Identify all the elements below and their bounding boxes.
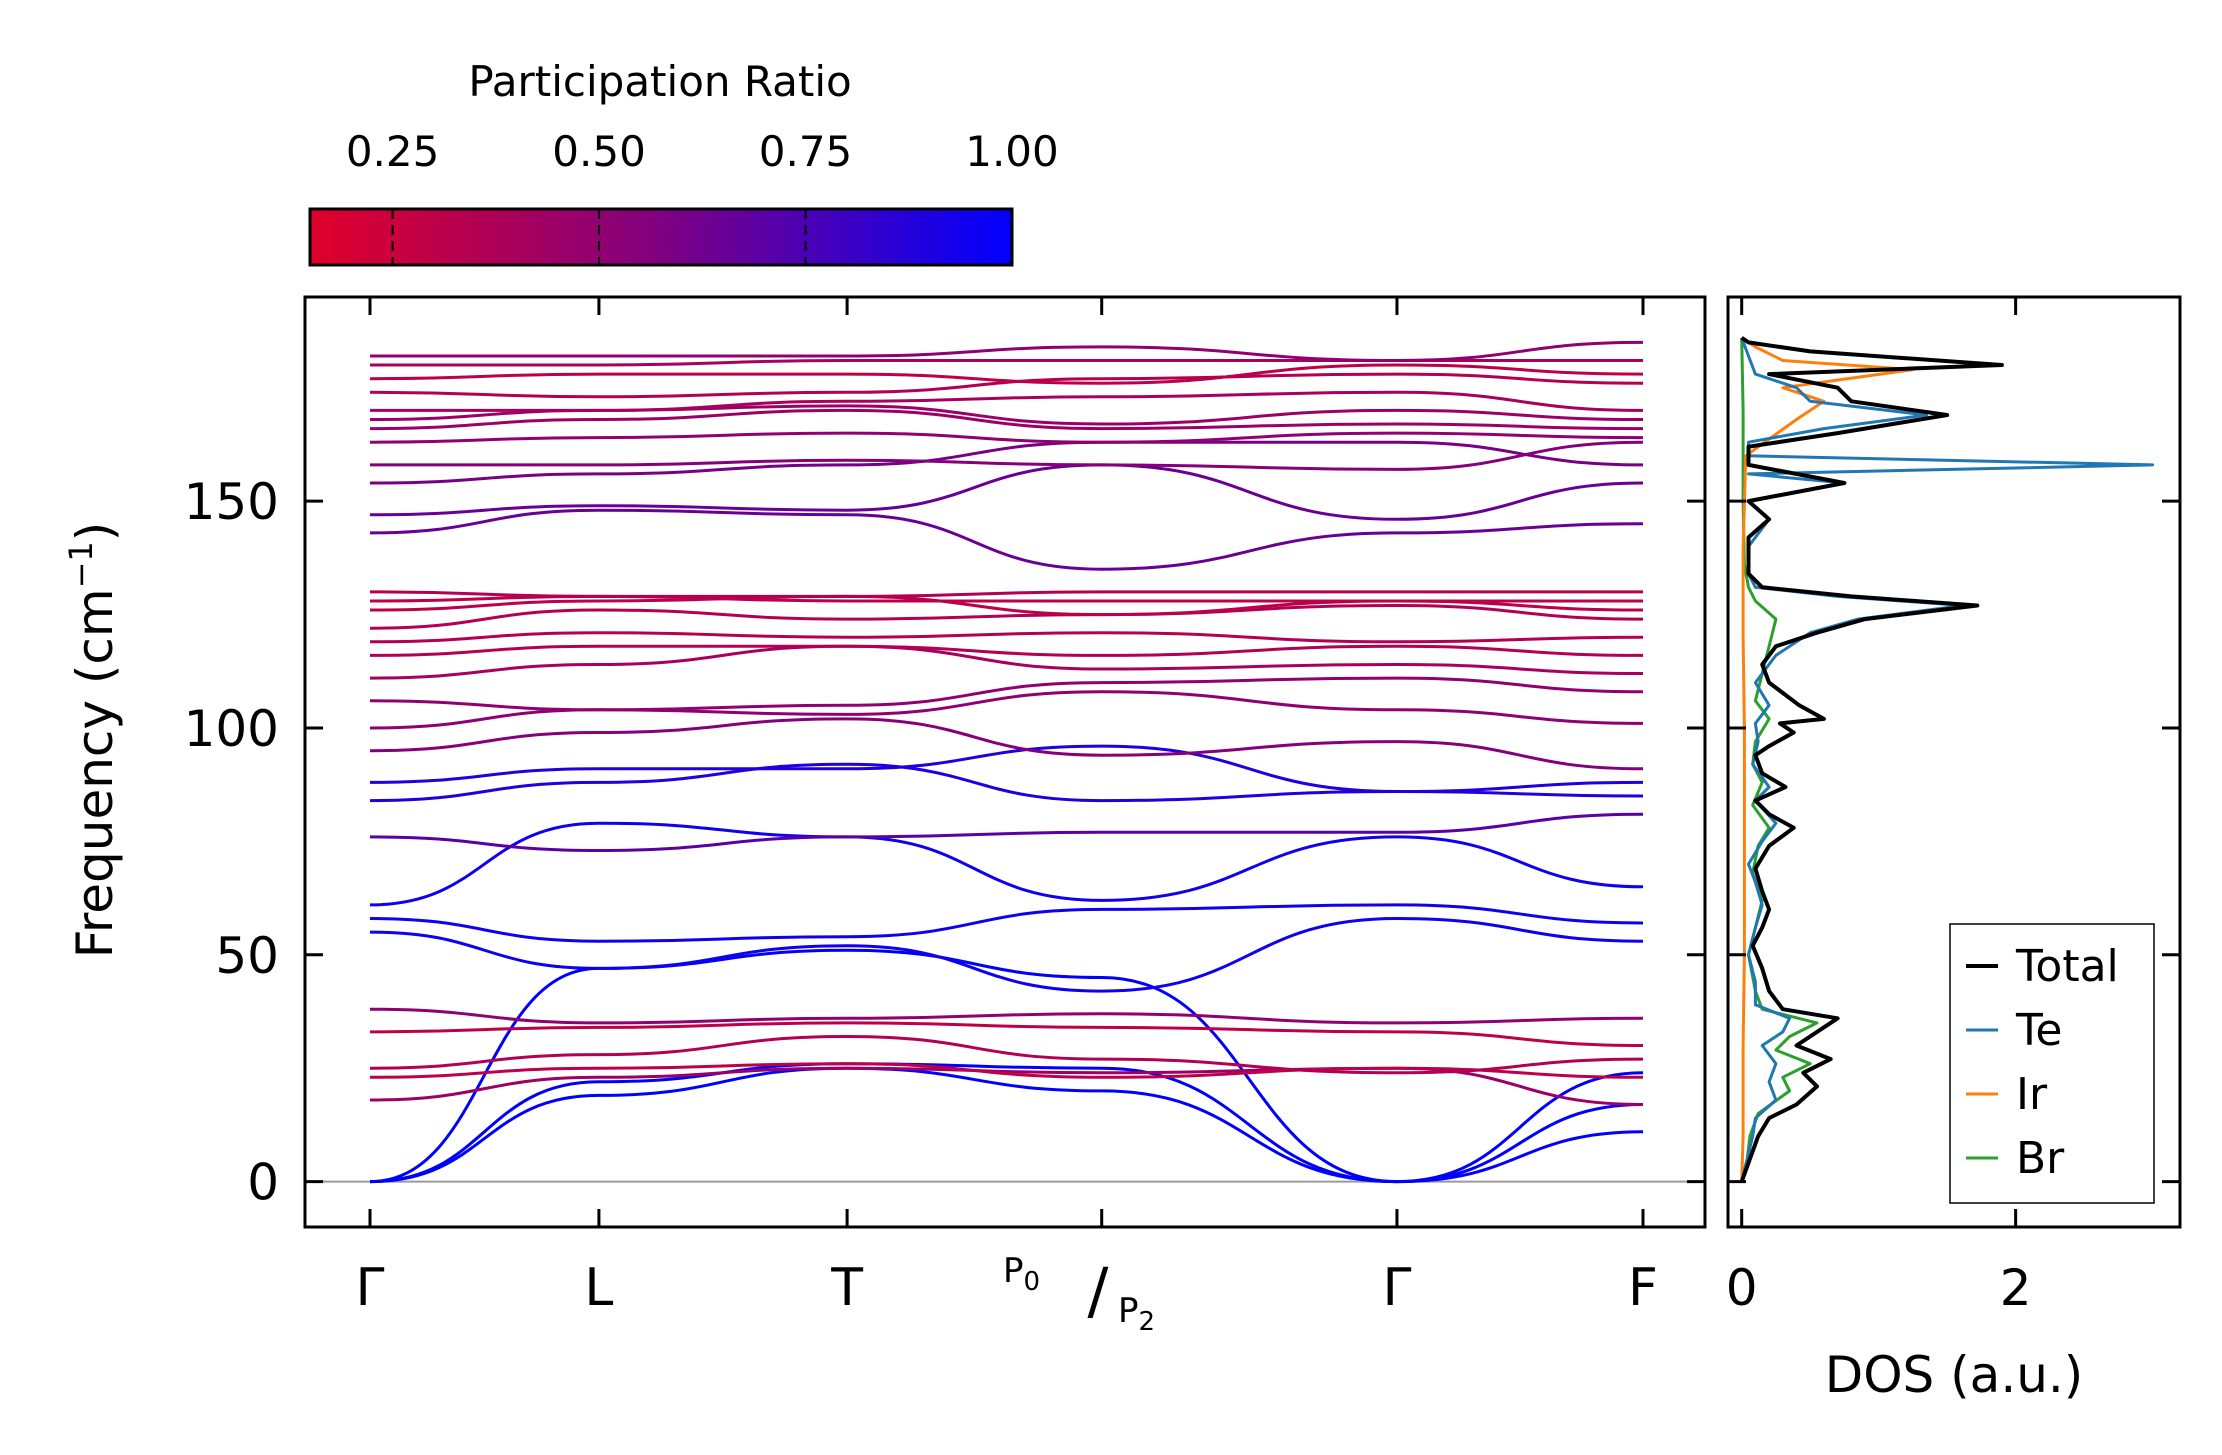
band-15 <box>369 717 1644 771</box>
dos-line-ir <box>1740 336 1915 1182</box>
legend-label-total: Total <box>2015 941 2119 992</box>
band-36 <box>370 340 1644 363</box>
y-tick-label: 150 <box>184 473 279 531</box>
y-label-main: Frequency (cm <box>66 588 124 958</box>
high-symmetry-label: Γ <box>356 1258 385 1318</box>
y-label-close: ) <box>66 522 124 542</box>
band-14 <box>369 744 1644 798</box>
band-21 <box>369 603 1644 630</box>
band-3 <box>369 948 1644 1184</box>
colorbar-gradient <box>308 207 1014 267</box>
colorbar: Participation Ratio 0.25 0.50 0.75 1.00 <box>308 57 1059 267</box>
band-33 <box>369 372 1644 399</box>
dos-axes-frame <box>1726 295 2182 1229</box>
colorbar-tick-label: 0.50 <box>552 127 646 176</box>
band-6 <box>369 1034 1644 1075</box>
colorbar-ticks: 0.25 0.50 0.75 1.00 <box>346 127 1059 265</box>
band-9 <box>369 916 1644 993</box>
dos-x-tick-label: 0 <box>1726 1259 1758 1317</box>
band-32 <box>370 390 1644 412</box>
band-8 <box>369 1007 1644 1025</box>
band-12 <box>369 812 1644 853</box>
band-27 <box>369 440 1644 485</box>
p2-label: P2 <box>1118 1291 1155 1337</box>
band-5 <box>369 1062 1644 1079</box>
band-28 <box>370 440 1644 471</box>
colorbar-tick-label: 1.00 <box>965 127 1059 176</box>
slash: / <box>1088 1254 1109 1327</box>
high-symmetry-label: T <box>830 1258 863 1318</box>
band-11 <box>369 821 1644 907</box>
colorbar-tick-label: 0.25 <box>346 127 440 176</box>
legend-label-br: Br <box>2016 1133 2065 1184</box>
p0-p2-label: P0 / P2 <box>1003 1251 1155 1337</box>
dos-line-total <box>1739 336 2004 1183</box>
y-label-superscript: −1 <box>62 541 100 588</box>
band-10 <box>369 903 1644 943</box>
dos-x-tick-label: 2 <box>2000 1259 2032 1317</box>
high-symmetry-label: Γ <box>1382 1258 1411 1318</box>
band-axes-frame <box>303 295 1707 1229</box>
dos-legend: Total Te Ir Br <box>1949 923 2155 1204</box>
legend-label-te: Te <box>2015 1005 2062 1056</box>
p0-label: P0 <box>1003 1251 1040 1297</box>
y-tick-label: 50 <box>215 927 279 985</box>
band-26 <box>369 463 1644 521</box>
band-7 <box>369 1021 1644 1047</box>
p2-subscript: 2 <box>1139 1307 1156 1337</box>
band-25 <box>369 508 1644 571</box>
dos-x-axis-label: DOS (a.u.) <box>1825 1346 2084 1404</box>
band-2 <box>369 1062 1644 1184</box>
high-symmetry-label: F <box>1628 1258 1658 1318</box>
legend-items: Total Te Ir Br <box>1966 941 2119 1184</box>
band-19 <box>369 644 1644 657</box>
band-24 <box>369 590 1643 598</box>
colorbar-label: Participation Ratio <box>468 57 851 106</box>
dos-lines <box>1739 336 2155 1183</box>
y-tick-label: 0 <box>247 1154 279 1212</box>
band-y-axis: 0 50 100 150 <box>184 473 1705 1212</box>
p0-letter: P <box>1003 1251 1024 1291</box>
p0-subscript: 0 <box>1023 1267 1040 1297</box>
band-y-axis-label: Frequency (cm−1) <box>62 522 124 959</box>
band-35 <box>370 358 1643 367</box>
p2-letter: P <box>1118 1291 1139 1331</box>
high-symmetry-label: L <box>584 1258 613 1318</box>
band-34 <box>369 363 1644 385</box>
band-lines <box>369 340 1644 1184</box>
band-30 <box>369 408 1644 431</box>
band-29 <box>369 431 1644 444</box>
band-18 <box>369 644 1644 680</box>
legend-label-ir: Ir <box>2016 1069 2048 1120</box>
colorbar-tick-label: 0.75 <box>759 127 853 176</box>
y-tick-label: 100 <box>184 700 279 758</box>
band-20 <box>369 631 1644 644</box>
band-17 <box>369 676 1644 712</box>
